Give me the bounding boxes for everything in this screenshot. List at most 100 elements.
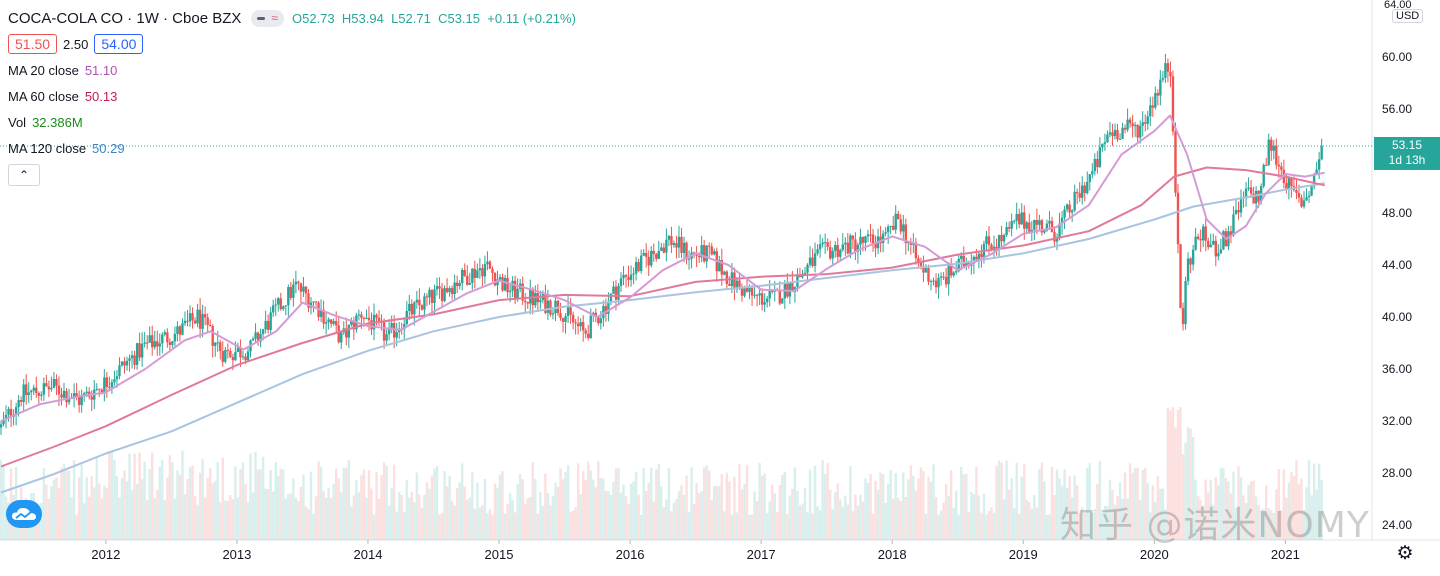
candle-body <box>587 333 590 339</box>
candle-body <box>1050 220 1054 233</box>
candle-body <box>834 245 837 251</box>
volume-bar <box>788 495 792 540</box>
candle-body <box>60 394 63 398</box>
price-tick-label: 24.00 <box>1382 518 1412 532</box>
volume-bar <box>1050 466 1054 540</box>
currency-unit-label[interactable]: USD <box>1392 9 1424 23</box>
volume-bar <box>337 478 340 540</box>
volume-bar <box>806 512 809 540</box>
candle-body <box>163 332 167 335</box>
candle-body <box>231 357 235 361</box>
volume-bar <box>604 490 608 540</box>
visibility-toggles[interactable]: ≈ <box>251 9 284 27</box>
volume-bar <box>1000 462 1003 540</box>
volume-bar <box>874 480 877 540</box>
volume-bar <box>569 512 572 540</box>
ask-button[interactable]: 54.00 <box>94 34 144 54</box>
candle-body <box>123 361 126 366</box>
eye-dot-icon[interactable] <box>257 16 266 20</box>
candle-body <box>539 300 542 303</box>
indicator-value: 51.10 <box>84 62 118 78</box>
volume-bar <box>486 513 489 540</box>
candle-body <box>1207 240 1210 248</box>
indicator-ma20[interactable]: MA 20 close 51.10 <box>8 60 576 80</box>
volume-bar <box>1098 460 1102 540</box>
indicator-vol[interactable]: Vol 32.386M <box>8 112 576 132</box>
candle-body <box>1310 186 1313 196</box>
candle-body <box>645 252 648 257</box>
volume-bar <box>72 460 76 540</box>
volume-bar <box>1043 481 1046 540</box>
volume-bar <box>90 476 93 540</box>
volume-bar <box>52 479 56 540</box>
volume-bar <box>1186 427 1190 540</box>
candle-body <box>171 341 174 345</box>
candle-body <box>960 255 963 259</box>
volume-bar <box>1320 479 1323 540</box>
candle-body <box>55 378 58 386</box>
volume-bar <box>1065 487 1069 540</box>
volume-bar <box>65 470 68 540</box>
volume-bar <box>365 498 368 540</box>
volume-bar <box>309 471 313 540</box>
candle-body <box>881 233 885 244</box>
volume-bar <box>554 482 557 540</box>
volume-bar <box>1174 427 1177 540</box>
volume-bar <box>367 470 371 540</box>
volume-bar <box>1078 513 1081 540</box>
volume-bar <box>773 493 776 540</box>
indicator-ma60[interactable]: MA 60 close 50.13 <box>8 86 576 106</box>
volume-bar <box>587 461 590 540</box>
volume-bar <box>813 465 817 540</box>
volume-bar <box>881 474 885 540</box>
candle-body <box>849 235 852 254</box>
volume-bar <box>236 497 240 540</box>
volume-bar <box>781 474 784 540</box>
volume-bar <box>259 469 262 540</box>
volume-bar <box>1184 442 1187 540</box>
candle-body <box>392 322 396 338</box>
bid-button[interactable]: 51.50 <box>8 34 58 54</box>
candle-body <box>289 287 293 298</box>
ohlc-readout: O52.73 H53.94 L52.71 C53.15 +0.11 (+0.21… <box>291 10 576 26</box>
candle-body <box>1181 308 1185 325</box>
candle-body <box>1083 185 1086 194</box>
candle-body <box>831 250 834 259</box>
volume-bar <box>264 488 267 540</box>
volume-bar <box>700 490 703 540</box>
volume-bar <box>924 514 928 540</box>
candle-body <box>1219 249 1223 254</box>
candle-body <box>713 251 716 255</box>
volume-bar <box>1194 479 1197 540</box>
candle-body <box>955 271 958 273</box>
volume-bar <box>826 462 829 540</box>
volume-bar <box>997 460 1001 540</box>
candle-body <box>95 388 98 390</box>
volume-bar <box>314 496 318 540</box>
volume-bar <box>531 462 534 540</box>
gear-icon[interactable]: ⚙ <box>1396 543 1414 564</box>
volume-bar <box>1287 482 1291 540</box>
candle-body <box>118 365 121 377</box>
candle-body <box>929 281 933 283</box>
volume-bar <box>115 476 119 540</box>
volume-bar <box>405 479 408 540</box>
indicator-ma120[interactable]: MA 120 close 50.29 <box>8 138 576 158</box>
candle-body <box>1000 234 1003 242</box>
symbol-title[interactable]: COCA-COLA CO · 1W · Cboe BZX <box>8 9 242 27</box>
candle-body <box>856 244 860 252</box>
candle-body <box>1154 93 1157 108</box>
volume-bar <box>715 486 718 540</box>
tradingview-logo[interactable] <box>6 500 42 528</box>
wave-icon[interactable]: ≈ <box>271 11 278 25</box>
cloud-logo-icon <box>12 508 36 520</box>
volume-bar <box>811 513 814 540</box>
volume-bar <box>277 475 280 540</box>
candle-body <box>914 242 918 259</box>
candle-body <box>481 268 484 277</box>
candle-body <box>1002 234 1006 242</box>
collapse-legend-button[interactable]: ⌃ <box>8 164 40 186</box>
candle-body <box>1254 190 1258 204</box>
volume-bar <box>776 511 779 540</box>
